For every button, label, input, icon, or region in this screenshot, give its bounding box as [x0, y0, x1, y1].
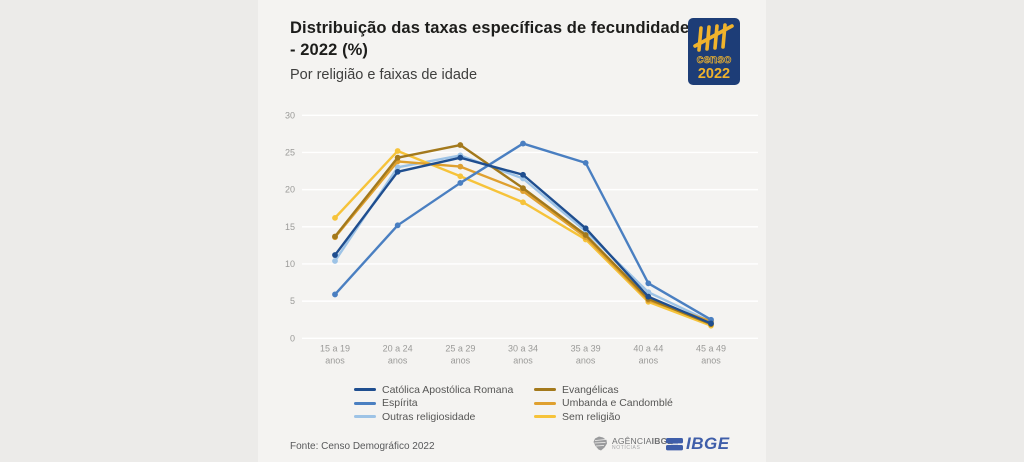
x-tick-label: 45 a 49	[696, 343, 726, 353]
x-tick-label: 40 a 44	[633, 343, 663, 353]
legend-label: Católica Apostólica Romana	[382, 383, 514, 396]
series-line	[333, 156, 713, 325]
data-point	[645, 280, 652, 287]
chart-subtitle: Por religião e faixas de idade	[290, 66, 478, 83]
y-tick-label: 25	[285, 147, 295, 157]
data-point	[394, 164, 401, 171]
chart-legend: Católica Apostólica Romana Espírita Outr…	[354, 383, 734, 424]
legend-label: Evangélicas	[562, 383, 619, 396]
censo-year: 2022	[698, 66, 730, 82]
data-point	[582, 159, 589, 166]
x-tick-label-suffix: anos	[451, 355, 471, 365]
legend-label: Espírita	[382, 397, 418, 410]
source-note: Fonte: Censo Demográfico 2022	[290, 441, 435, 452]
data-point	[332, 252, 338, 258]
legend-label: Sem religião	[562, 410, 621, 423]
data-point	[394, 148, 401, 154]
chart-header: Distribuição das taxas específicas de fe…	[290, 18, 690, 83]
data-point	[582, 225, 589, 232]
data-point	[708, 320, 714, 327]
agencia-text: AGÊNCIAIBGE NOTÍCIAS	[612, 437, 673, 452]
data-point	[332, 214, 338, 221]
data-point	[645, 293, 652, 300]
y-tick-label: 30	[285, 110, 295, 120]
x-tick-label-suffix: anos	[576, 355, 596, 365]
legend-item: Umbanda e Candomblé	[534, 397, 734, 411]
agencia-ibge-noticias-logo: AGÊNCIAIBGE NOTÍCIAS	[592, 436, 673, 452]
agencia-name: AGÊNCIAIBGE	[612, 437, 673, 446]
data-point	[520, 185, 526, 192]
y-tick-label: 20	[285, 185, 295, 195]
data-point	[582, 232, 589, 238]
agencia-name-bold: IBGE	[651, 435, 674, 446]
legend-item: Sem religião	[534, 410, 734, 424]
data-point	[394, 222, 401, 229]
y-tick-label: 0	[290, 333, 295, 343]
agencia-subtitle: NOTÍCIAS	[612, 445, 641, 452]
y-tick-label: 10	[285, 259, 295, 269]
legend-swatch-outras	[354, 415, 376, 419]
legend-swatch-sem-religiao	[534, 415, 556, 419]
x-tick-label: 30 a 34	[508, 343, 538, 353]
legend-item: Espírita	[354, 397, 534, 411]
censo-word: censo	[697, 52, 732, 66]
data-point	[520, 140, 526, 147]
legend-swatch-umbanda	[534, 401, 556, 405]
censo-logo-graphic: censo 2022	[693, 23, 734, 82]
ibge-logo: IBGE	[666, 434, 730, 454]
data-point	[332, 258, 338, 264]
legend-item: Católica Apostólica Romana	[354, 383, 534, 397]
data-point	[332, 233, 338, 240]
x-tick-label-suffix: anos	[388, 355, 408, 365]
data-point	[457, 173, 464, 180]
legend-label: Umbanda e Candomblé	[562, 397, 673, 410]
legend-swatch-evangelicas	[534, 388, 556, 392]
data-point	[520, 199, 526, 206]
ibge-flag-icon	[666, 437, 683, 450]
agencia-name-regular: AGÊNCIA	[612, 435, 652, 446]
legend-label: Outras religiosidade	[382, 410, 476, 423]
y-tick-label: 15	[285, 222, 295, 232]
data-point	[457, 180, 464, 186]
x-tick-label: 20 a 24	[383, 343, 413, 353]
data-point	[457, 163, 464, 170]
fertility-line-chart: 0 5 10 15 20 25 30 15 a 19 anos 20 a 24 anos 25 a 2…	[285, 110, 758, 365]
data-point	[394, 168, 401, 175]
legend-swatch-catolica	[354, 388, 376, 392]
legend-swatch-espirita	[354, 401, 376, 405]
x-tick-label: 25 a 29	[445, 343, 475, 353]
tally-marks-icon	[693, 23, 734, 52]
data-point	[457, 154, 464, 161]
data-point	[520, 171, 526, 178]
x-tick-label: 35 a 39	[571, 343, 601, 353]
y-tick-label: 5	[290, 296, 295, 306]
x-tick-label-suffix: anos	[639, 355, 659, 365]
legend-item: Evangélicas	[534, 383, 734, 397]
legend-item: Outras religiosidade	[354, 410, 534, 424]
data-point	[332, 291, 338, 298]
chart-card: Distribuição das taxas específicas de fe…	[258, 0, 766, 462]
ibge-wordmark: IBGE	[686, 434, 730, 453]
chart-series-0	[332, 154, 714, 327]
censo-2022-logo: censo 2022	[688, 18, 740, 85]
x-tick-label-suffix: anos	[701, 355, 721, 365]
data-point	[394, 154, 401, 161]
brazil-map-icon	[593, 436, 607, 451]
x-tick-label-suffix: anos	[325, 355, 345, 365]
x-tick-label: 15 a 19	[320, 343, 350, 353]
chart-series-1	[332, 140, 714, 323]
x-tick-label-suffix: anos	[513, 355, 533, 365]
data-point	[457, 142, 464, 148]
chart-title: Distribuição das taxas específicas de fe…	[290, 19, 690, 59]
